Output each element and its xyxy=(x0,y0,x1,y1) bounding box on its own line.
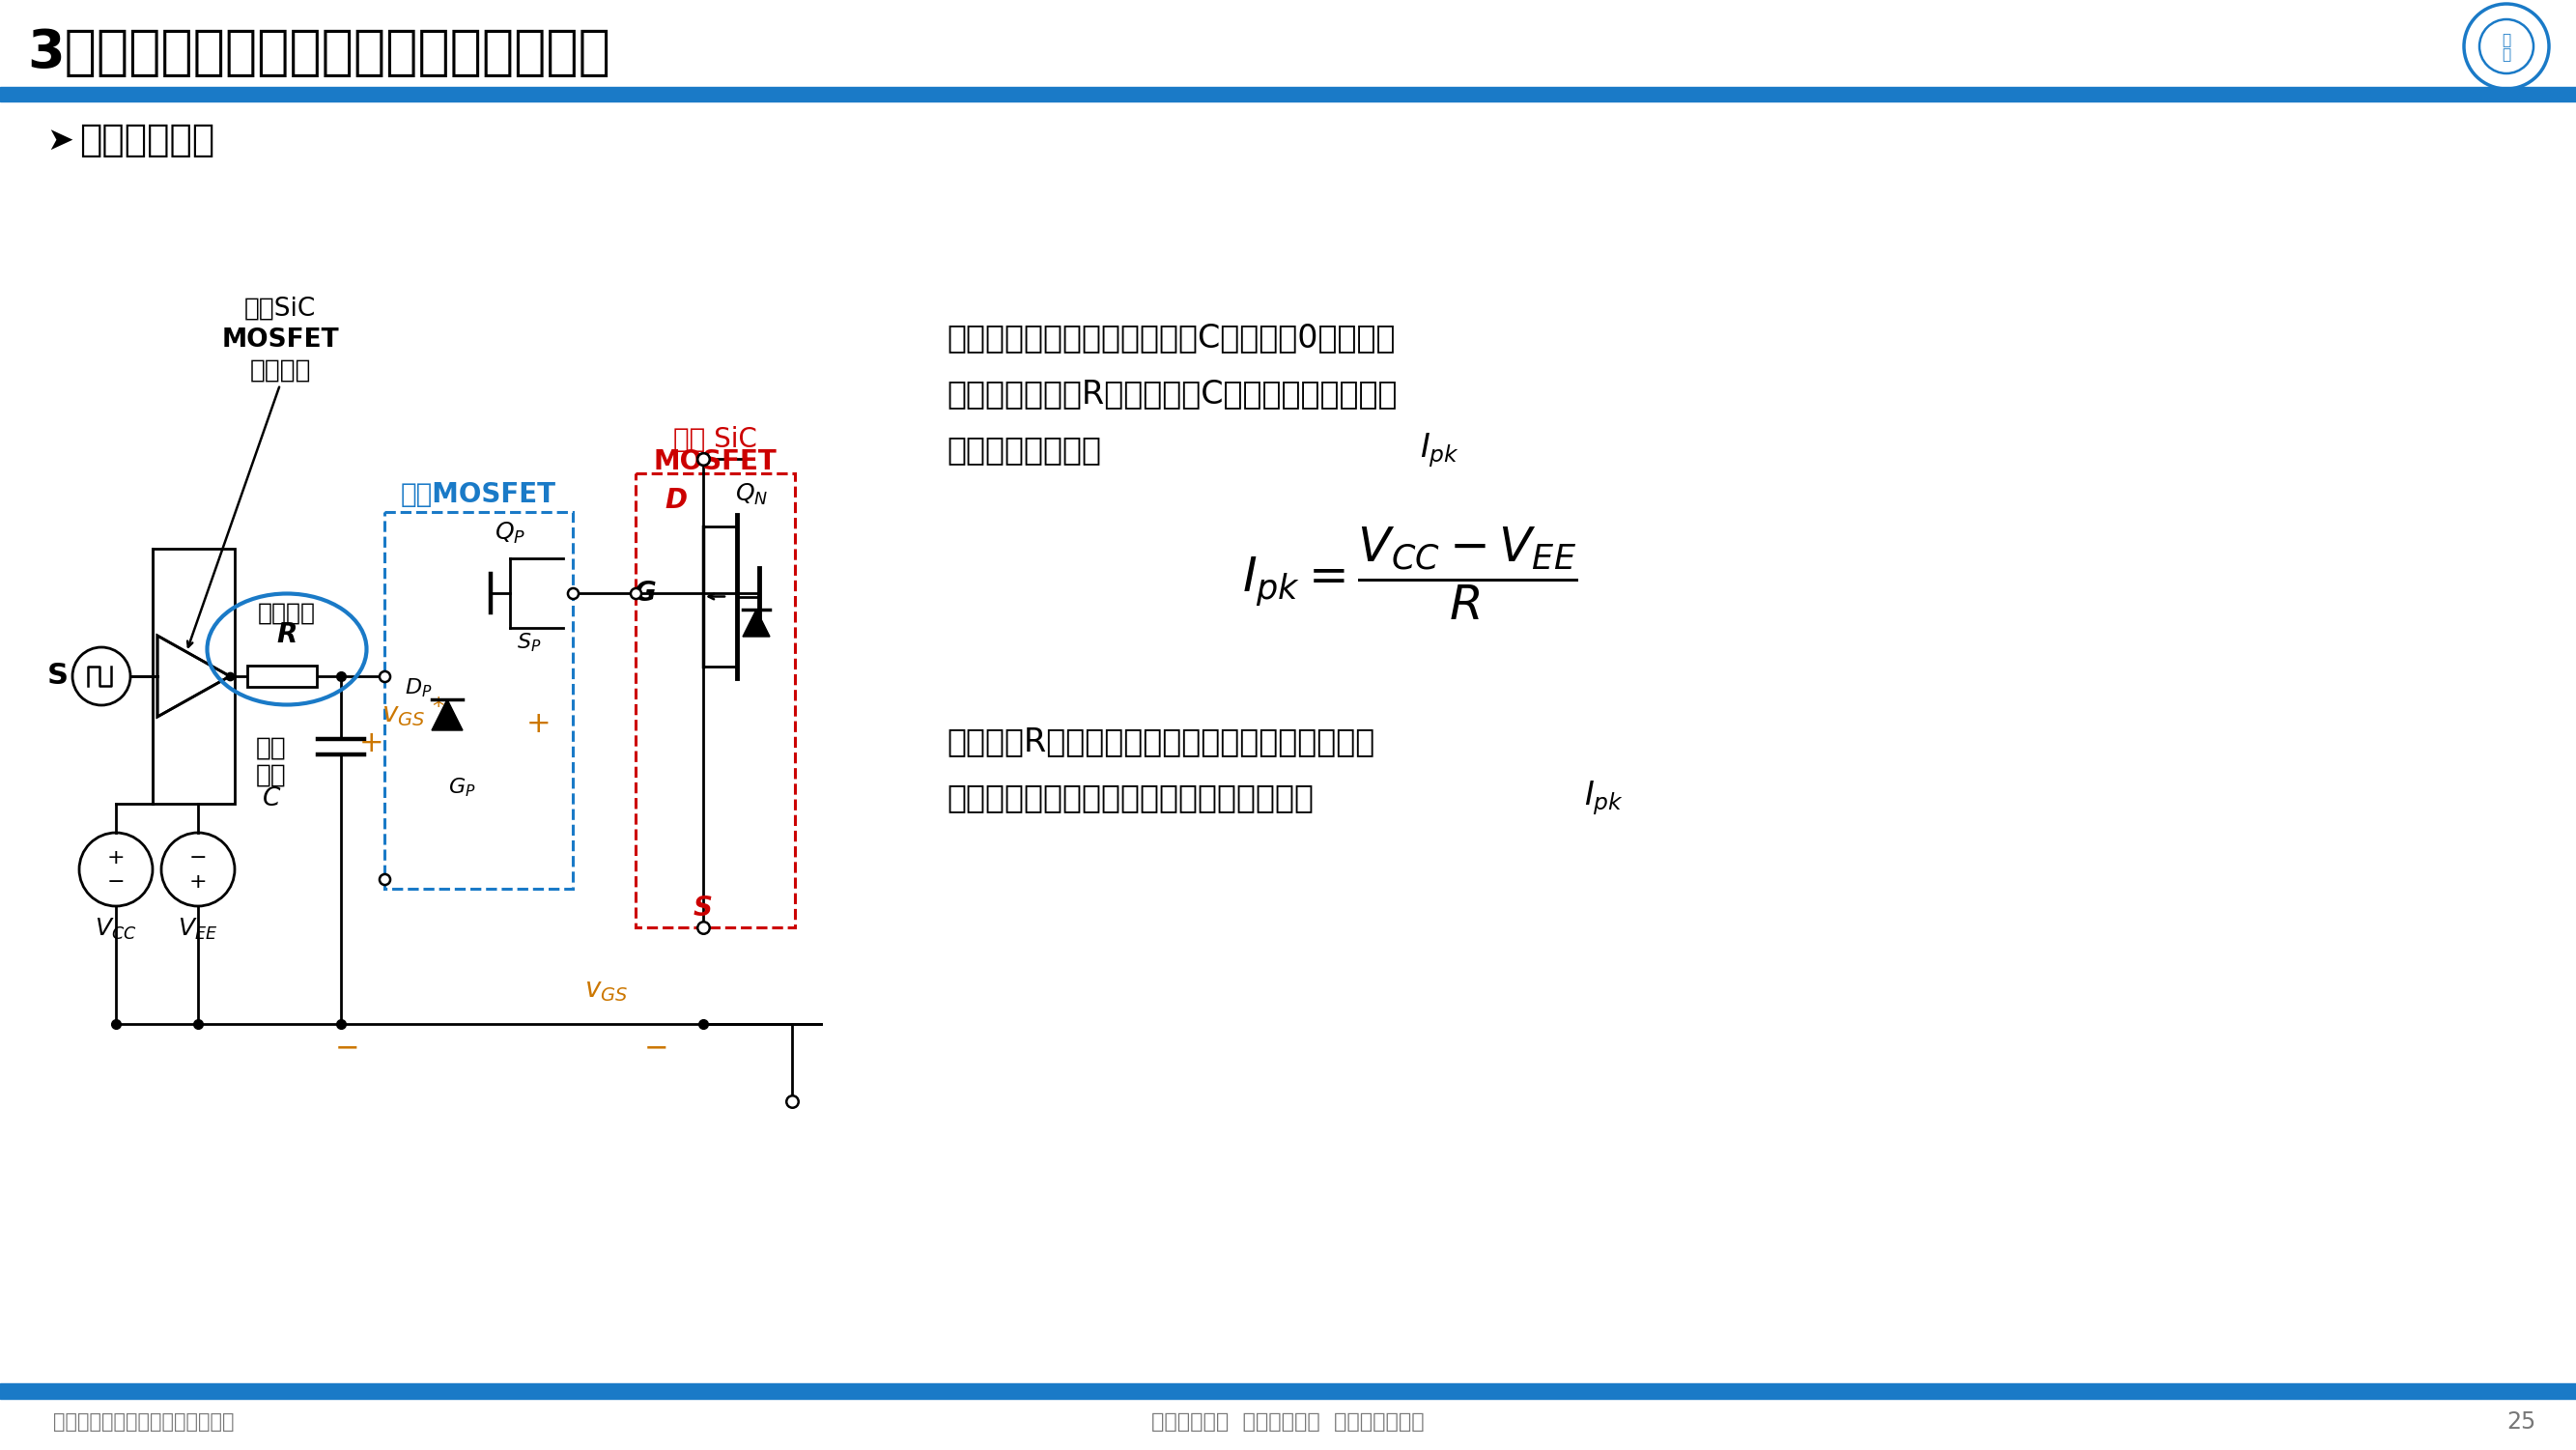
Bar xyxy=(247,666,317,687)
Text: G: G xyxy=(634,580,657,606)
Text: 辅助MOSFET: 辅助MOSFET xyxy=(402,481,556,508)
Text: D: D xyxy=(665,487,688,513)
Text: 片经过驱动电阻R对辅助电容C充放电，驱动芯片的: 片经过驱动电阻R对辅助电容C充放电，驱动芯片的 xyxy=(945,378,1396,410)
Bar xyxy=(0,1383,2576,1399)
Text: 驱动芯片: 驱动芯片 xyxy=(250,358,312,383)
Text: $V_{EE}$: $V_{EE}$ xyxy=(178,916,219,943)
Bar xyxy=(636,473,796,928)
Text: 辅助: 辅助 xyxy=(255,737,286,761)
Text: 大: 大 xyxy=(2501,48,2512,62)
Text: 驱动电阻: 驱动电阻 xyxy=(258,602,317,625)
Text: −: − xyxy=(108,873,124,892)
Text: 北京交通大学  电气工程学院  电力电子研究所: 北京交通大学 电气工程学院 电力电子研究所 xyxy=(1151,1412,1425,1431)
Bar xyxy=(384,512,572,889)
Text: MOSFET: MOSFET xyxy=(654,448,778,476)
Text: 护作用，使得驱动芯片输出电流峰值不超过: 护作用，使得驱动芯片输出电流峰值不超过 xyxy=(945,782,1314,813)
Text: 被控 SiC: 被控 SiC xyxy=(672,426,757,452)
Text: +: + xyxy=(526,710,551,738)
Text: $Q_P$: $Q_P$ xyxy=(495,521,526,545)
Text: MOSFET: MOSFET xyxy=(222,328,340,352)
Text: S: S xyxy=(693,895,714,922)
Text: −: − xyxy=(188,848,206,867)
Text: −: − xyxy=(335,1034,361,1063)
Text: 3、基于跨导增益负反馈机理的干扰抑制: 3、基于跨导增益负反馈机理的干扰抑制 xyxy=(26,28,611,80)
Text: $Q_N$: $Q_N$ xyxy=(734,481,768,508)
Text: $v_{GS}$: $v_{GS}$ xyxy=(585,977,629,1003)
Text: *: * xyxy=(433,696,443,719)
Text: $I_{pk}$: $I_{pk}$ xyxy=(1584,779,1623,816)
Text: 25: 25 xyxy=(2506,1411,2535,1434)
Text: +: + xyxy=(361,729,384,758)
Text: 中国电工技术学会新媒体平台发布: 中国电工技术学会新媒体平台发布 xyxy=(54,1412,234,1431)
Text: $V_{CC}$: $V_{CC}$ xyxy=(95,916,137,943)
Text: 驱动电阻R在功能上还需兼顾对驱动芯片的限流保: 驱动电阻R在功能上还需兼顾对驱动芯片的限流保 xyxy=(945,725,1376,757)
Bar xyxy=(152,548,234,803)
Text: S: S xyxy=(46,663,70,690)
Text: $S_P$: $S_P$ xyxy=(518,631,541,654)
Text: 交: 交 xyxy=(2501,33,2512,48)
Polygon shape xyxy=(433,699,464,731)
Text: 普通SiC: 普通SiC xyxy=(245,297,317,322)
Text: C: C xyxy=(263,786,281,812)
Text: +: + xyxy=(188,873,206,892)
Text: R: R xyxy=(276,621,296,648)
Text: ➤: ➤ xyxy=(46,125,72,157)
Text: $G_P$: $G_P$ xyxy=(448,776,477,799)
Text: $D_P$: $D_P$ xyxy=(404,676,433,699)
Text: 电容: 电容 xyxy=(255,763,286,789)
Polygon shape xyxy=(742,609,770,637)
Text: 输出电流达到峰值: 输出电流达到峰值 xyxy=(945,434,1100,465)
Text: $v_{GS}$: $v_{GS}$ xyxy=(381,702,425,728)
Text: 参数设置推荐: 参数设置推荐 xyxy=(80,122,214,158)
Bar xyxy=(0,87,2576,102)
Text: $I_{pk} = \dfrac{V_{CC}-V_{EE}}{R}$: $I_{pk} = \dfrac{V_{CC}-V_{EE}}{R}$ xyxy=(1242,525,1579,622)
Text: $I_{pk}$: $I_{pk}$ xyxy=(1419,431,1461,470)
Text: +: + xyxy=(108,848,124,867)
Text: 开关动作开始时刻，辅助电容C的电压为0，驱动芯: 开关动作开始时刻，辅助电容C的电压为0，驱动芯 xyxy=(945,322,1396,354)
Text: −: − xyxy=(644,1034,670,1063)
